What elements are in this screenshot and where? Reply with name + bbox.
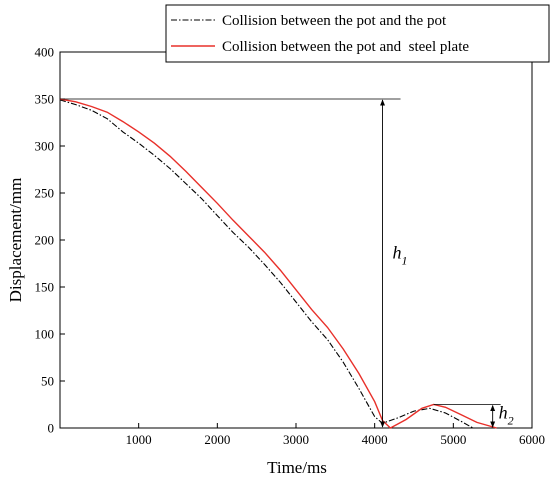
y-tick-label: 100	[35, 327, 55, 342]
y-tick-label: 150	[35, 280, 55, 295]
axes	[59, 51, 533, 429]
annotation-label-1: h2	[499, 402, 514, 427]
legend-label-pot-pot: Collision between the pot and the pot	[222, 13, 447, 29]
annotation-label-0: h1	[393, 243, 408, 268]
y-tick-label: 50	[41, 374, 54, 389]
ticks: 1000 2000 3000 4000 5000 6000 0 50 100 150 200 250 3…	[35, 45, 546, 448]
y-tick-label: 0	[48, 421, 55, 436]
x-tick-label: 6000	[519, 432, 545, 447]
x-axis-title: Time/ms	[267, 458, 327, 477]
plot-frame	[59, 51, 533, 429]
annotations: h1 h2	[60, 98, 514, 428]
y-tick-label: 200	[35, 233, 55, 248]
x-tick-label: 4000	[362, 432, 388, 447]
y-tick-label: 300	[35, 139, 55, 154]
y-tick-label: 350	[35, 92, 55, 107]
y-axis-title: Displacement/mm	[6, 178, 25, 303]
x-tick-label: 1000	[126, 432, 152, 447]
y-tick-label: 400	[35, 45, 55, 60]
series-layer	[59, 98, 497, 429]
legend-box	[165, 4, 550, 63]
legend-label-pot-steel-plate: Collision between the pot and steel plat…	[222, 39, 469, 55]
x-tick-label: 3000	[283, 432, 309, 447]
x-tick-label: 5000	[440, 432, 466, 447]
series-line-1	[59, 98, 497, 429]
y-tick-label: 250	[35, 186, 55, 201]
series-line-0	[59, 99, 474, 429]
legend: Collision between the pot and the pot Co…	[165, 4, 550, 63]
x-tick-label: 2000	[204, 432, 230, 447]
